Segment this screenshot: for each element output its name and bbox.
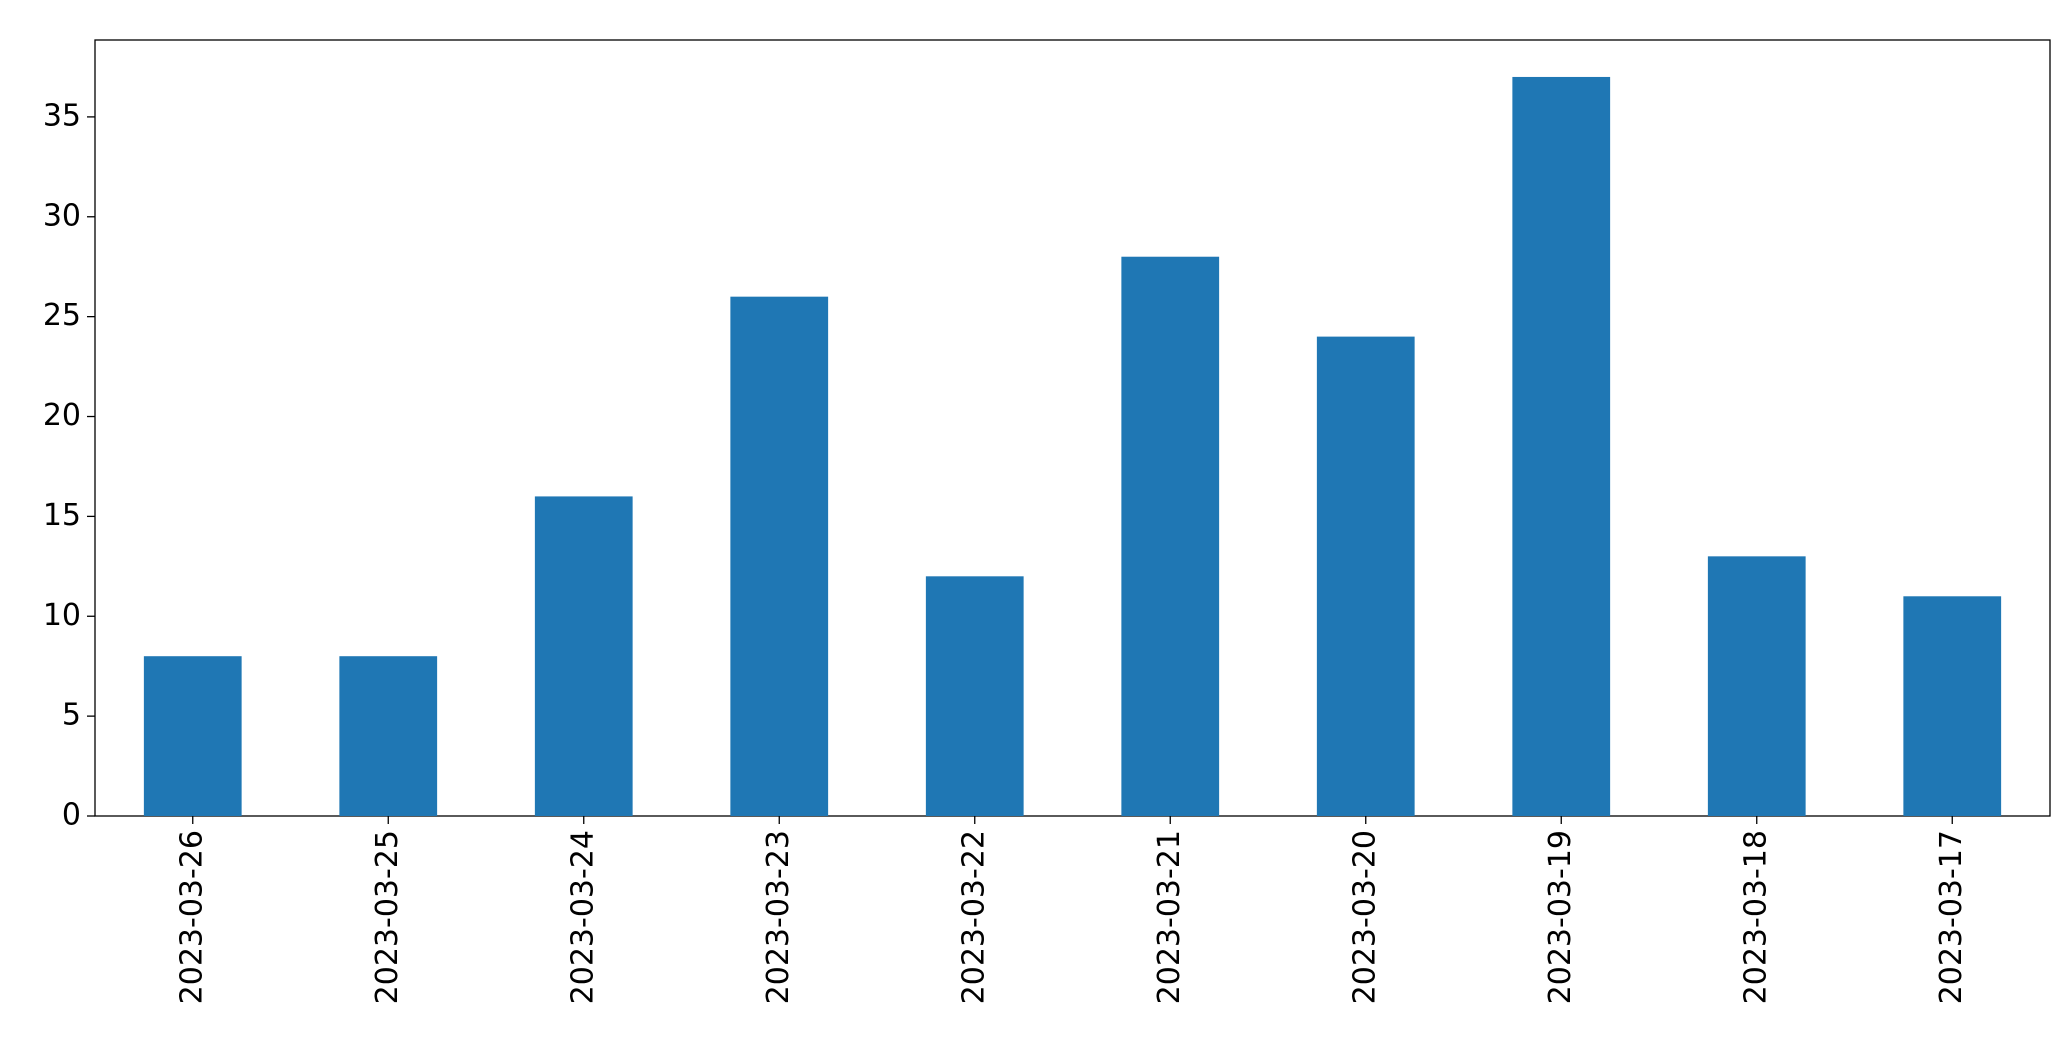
y-tick-label: 30 [43, 198, 81, 233]
x-tick-label: 2023-03-17 [1934, 830, 1969, 1004]
bar [143, 656, 242, 816]
y-tick-label: 0 [62, 798, 81, 833]
bar [534, 496, 633, 816]
y-tick-label: 25 [43, 298, 81, 333]
y-tick-label: 10 [43, 598, 81, 633]
x-tick-label: 2023-03-22 [956, 830, 991, 1004]
bar [339, 656, 438, 816]
y-tick-label: 5 [62, 698, 81, 733]
bar [1121, 256, 1220, 817]
x-tick-label: 2023-03-26 [174, 830, 209, 1004]
bar [1707, 556, 1806, 816]
x-tick-label: 2023-03-18 [1738, 830, 1773, 1004]
y-tick-label: 20 [43, 398, 81, 433]
x-tick-label: 2023-03-25 [370, 830, 405, 1004]
y-tick-label: 35 [43, 98, 81, 133]
axes-frame [94, 39, 2051, 817]
bar [1316, 336, 1415, 816]
bar [1903, 596, 2002, 816]
bar [1512, 76, 1611, 816]
x-tick-label: 2023-03-24 [565, 830, 600, 1004]
x-tick-label: 2023-03-23 [761, 830, 796, 1004]
x-tick-label: 2023-03-20 [1347, 830, 1382, 1004]
x-tick-label: 2023-03-19 [1543, 830, 1578, 1004]
x-tick-label: 2023-03-21 [1152, 830, 1187, 1004]
y-tick-label: 15 [43, 498, 81, 533]
bar [730, 296, 829, 816]
bar [925, 576, 1024, 816]
